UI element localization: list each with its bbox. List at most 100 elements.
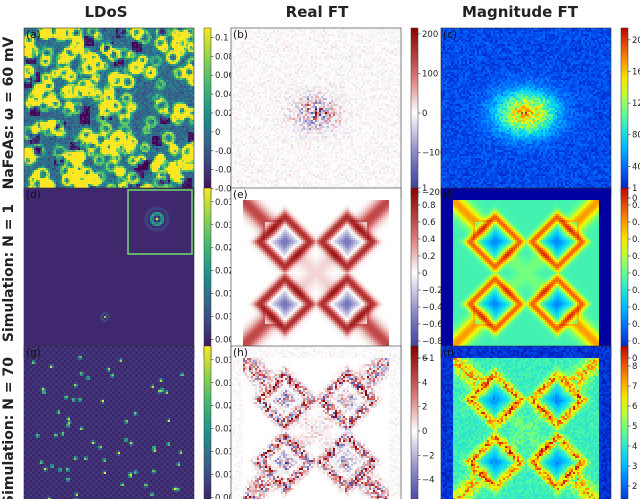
panel-d-tick-label: 0.005 xyxy=(215,336,239,346)
panel-h-frame xyxy=(230,345,402,499)
panel-g: (g) 0.035 0.03 0.025 0.02 0.015 0.01 0.005 xyxy=(23,345,239,499)
panel-f-tick-label: 0.7 xyxy=(632,235,640,245)
panel-b-tick-label: 200 xyxy=(422,30,438,40)
panel-h-tick-label: 6 xyxy=(422,354,427,364)
panel-h-label: (h) xyxy=(233,347,248,359)
panel-e-tick-label: −0.6 xyxy=(422,320,443,330)
panel-a-tick-label: 0.06 xyxy=(215,71,234,81)
row-label-0: NaFeAs: ω = 60 mV xyxy=(1,36,17,189)
panel-h-tick-label: −2 xyxy=(422,451,435,461)
panel-g-heatmap xyxy=(24,346,194,499)
panel-d-tick-label: 0.03 xyxy=(215,221,234,231)
row-labels: NaFeAs: ω = 60 mV Simulation: N = 1 Simula… xyxy=(1,36,17,499)
panel-d-tick-label: 0.015 xyxy=(215,290,239,300)
panel-a-tick-label: -0.02 xyxy=(215,147,237,157)
row-label-2: Simulation: N = 70 xyxy=(1,357,17,499)
column-title-0: LDoS xyxy=(84,3,127,21)
panel-b: (b) 200 100 0 −100 −200 xyxy=(230,27,445,199)
panel-c-tick-label: 80 xyxy=(632,131,640,141)
panel-a-tick-label: 0.04 xyxy=(215,90,234,100)
panel-g-tick-label: 0.01 xyxy=(215,471,234,481)
panel-c-tick-label: 200 xyxy=(632,36,640,46)
panel-b-label: (b) xyxy=(233,29,248,41)
panel-a-tick-label: -0.06 xyxy=(215,185,237,195)
panel-e-heatmap xyxy=(231,188,401,358)
panel-f-tick-label: 0.9 xyxy=(632,201,640,211)
panel-e-label: (e) xyxy=(233,189,248,201)
panel-c-tick-label: 0 xyxy=(632,194,637,204)
panel-b-colorbar xyxy=(410,27,419,199)
panel-f-heatmap xyxy=(441,188,611,358)
panel-i-tick-label: 3 xyxy=(632,462,637,472)
panel-f-tick-label: 1 xyxy=(632,184,637,194)
panel-e: (e) 1 0.8 0.6 0.4 0.2 0 −0.2 −0.4 −0.6 −0.8 −1 xyxy=(230,184,443,364)
panel-d-tick-label: 0.035 xyxy=(215,198,239,208)
panel-i-heatmap xyxy=(441,346,611,499)
panel-a: (a) 0.1 0.08 0.06 0.04 0.02 0 -0.02 -0.04 -0.06 xyxy=(23,27,237,199)
panel-g-frame xyxy=(23,345,195,499)
panel-f-tick-label: 0.6 xyxy=(632,252,640,262)
column-title-2: Magnitude FT xyxy=(462,3,579,21)
panel-f-label: (f) xyxy=(443,189,455,201)
inset-box xyxy=(127,189,193,255)
panel-i-tick-label: 6 xyxy=(632,402,637,412)
panel-i-label: (i) xyxy=(443,347,454,359)
panel-i-tick-label: 2 xyxy=(632,482,637,492)
panel-g-tick-label: 0.02 xyxy=(215,425,234,435)
panel-c-tick-label: 40 xyxy=(632,162,640,172)
panel-b-heatmap xyxy=(231,28,401,198)
panel-f-tick-label: 0 xyxy=(632,354,637,364)
panel-f-colorbar xyxy=(620,187,629,359)
column-title-1: Real FT xyxy=(286,3,349,21)
panel-b-tick-label: 0 xyxy=(422,109,427,119)
panel-a-tick-label: 0.08 xyxy=(215,52,234,62)
row-label-1: Simulation: N = 1 xyxy=(1,204,17,342)
panel-i-frame xyxy=(440,345,612,499)
panel-g-colorbar xyxy=(203,345,212,499)
panel-g-tick-label: 0.005 xyxy=(215,494,239,499)
panel-i-tick-label: 4 xyxy=(632,442,637,452)
panel-i-tick-label: 5 xyxy=(632,422,637,432)
panel-e-tick-label: 0.2 xyxy=(422,252,436,262)
panel-a-heatmap xyxy=(24,28,194,198)
panel-d-tick-label: 0.02 xyxy=(215,267,234,277)
panel-a-label: (a) xyxy=(26,29,41,41)
panel-e-tick-label: 1 xyxy=(422,184,427,194)
panel-e-tick-label: 0.4 xyxy=(422,235,436,245)
panel-a-tick-label: 0.02 xyxy=(215,109,234,119)
panel-i-colorbar xyxy=(620,345,629,499)
panel-f-tick-label: 0.8 xyxy=(632,218,640,228)
panel-e-tick-label: 0 xyxy=(422,269,427,279)
panel-d-tick-label: 0.025 xyxy=(215,244,239,254)
panel-b-tick-label: 100 xyxy=(422,69,438,79)
panel-c-label: (c) xyxy=(443,29,457,41)
panel-i: (i)87654321 xyxy=(440,345,637,499)
panel-b-tick-label: −100 xyxy=(422,149,445,159)
panel-e-tick-label: −0.4 xyxy=(422,303,443,313)
panel-h-tick-label: 2 xyxy=(422,403,427,413)
panel-e-tick-label: −0.8 xyxy=(422,337,443,347)
panel-h-tick-label: 0 xyxy=(422,427,427,437)
panel-d-heatmap xyxy=(24,188,194,358)
panel-e-tick-label: 0.8 xyxy=(422,201,436,211)
panel-f-tick-label: 0.2 xyxy=(632,320,640,330)
panel-e-tick-label: −1 xyxy=(422,354,435,364)
panel-h-heatmap xyxy=(231,346,401,499)
panel-f: (f) 1 0.9 0.8 0.7 0.6 0.5 0.4 0.3 0.2 0.1 0 xyxy=(440,184,640,364)
column-titles: LDoS Real FT Magnitude FT xyxy=(84,3,578,21)
panel-a-tick-label: -0.04 xyxy=(215,166,237,176)
panel-g-tick-label: 0.015 xyxy=(215,448,239,458)
panel-a-tick-label: 0 xyxy=(215,128,220,138)
panel-g-tick-label: 0.03 xyxy=(215,379,234,389)
panel-d-label: (d) xyxy=(26,189,41,201)
panel-f-tick-label: 0.4 xyxy=(632,286,640,296)
panel-f-tick-label: 0.5 xyxy=(632,269,640,279)
panel-c: (c) 200 160 120 80 40 0 xyxy=(440,27,640,204)
panel-f-tick-label: 0.3 xyxy=(632,303,640,313)
panel-h-tick-label: −4 xyxy=(422,476,435,486)
panel-d: (d) 0.035 0.03 0.025 0.02 0.015 0.01 0.005 xyxy=(23,187,239,359)
panel-a-tick-label: 0.1 xyxy=(215,33,229,43)
panel-c-heatmap xyxy=(441,28,611,198)
panel-d-tick-label: 0.01 xyxy=(215,313,234,323)
